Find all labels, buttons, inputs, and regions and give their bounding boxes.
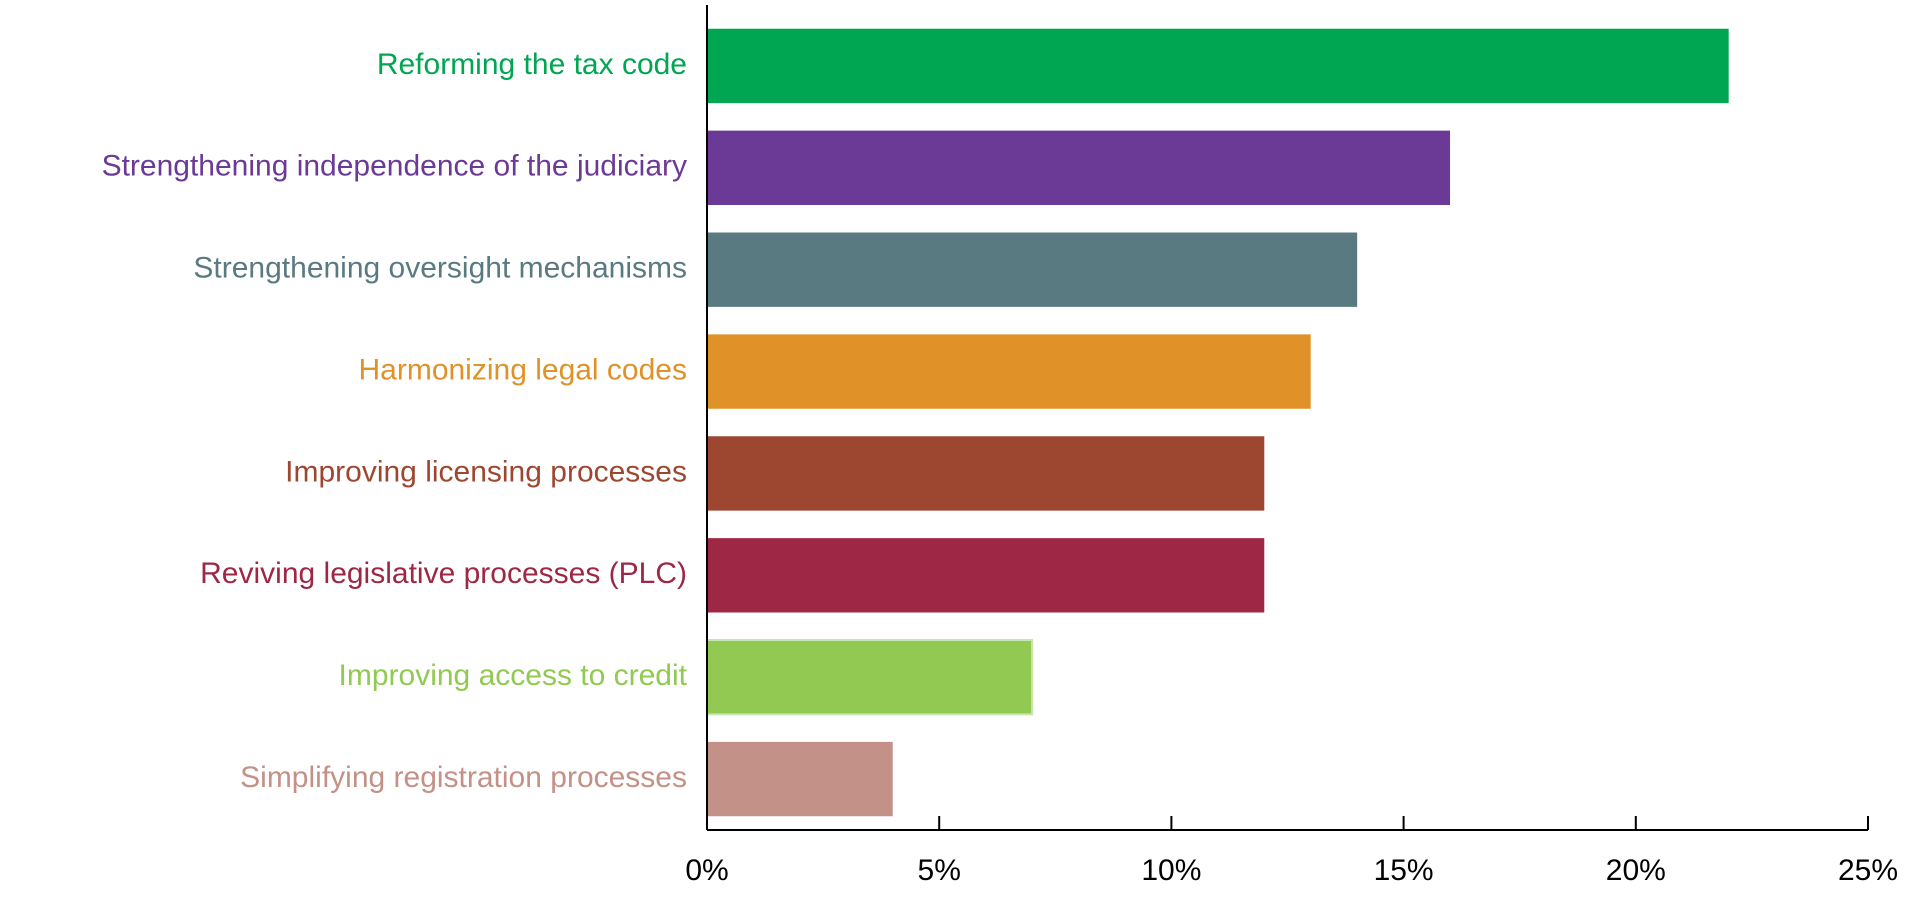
category-label: Improving licensing processes bbox=[285, 455, 687, 488]
category-label: Reforming the tax code bbox=[377, 48, 687, 81]
x-tick-label: 25% bbox=[1838, 854, 1898, 887]
category-label: Strengthening independence of the judici… bbox=[102, 150, 687, 183]
category-label: Reviving legislative processes (PLC) bbox=[200, 557, 687, 590]
category-label: Improving access to credit bbox=[339, 659, 688, 692]
bar bbox=[707, 741, 893, 817]
x-tick-label: 20% bbox=[1606, 854, 1666, 887]
bar bbox=[707, 232, 1358, 307]
bar bbox=[707, 28, 1729, 104]
bar bbox=[706, 639, 1034, 716]
x-tick-label: 0% bbox=[685, 854, 728, 887]
category-label: Simplifying registration processes bbox=[240, 761, 687, 794]
bar bbox=[707, 334, 1311, 409]
x-tick-label: 10% bbox=[1141, 854, 1201, 887]
x-tick-label: 15% bbox=[1374, 854, 1434, 887]
bar bbox=[707, 436, 1265, 511]
x-tick-label: 5% bbox=[918, 854, 961, 887]
category-label: Harmonizing legal codes bbox=[358, 353, 687, 386]
category-label: Strengthening oversight mechanisms bbox=[193, 252, 687, 285]
bar bbox=[707, 538, 1265, 613]
bar bbox=[707, 130, 1451, 205]
